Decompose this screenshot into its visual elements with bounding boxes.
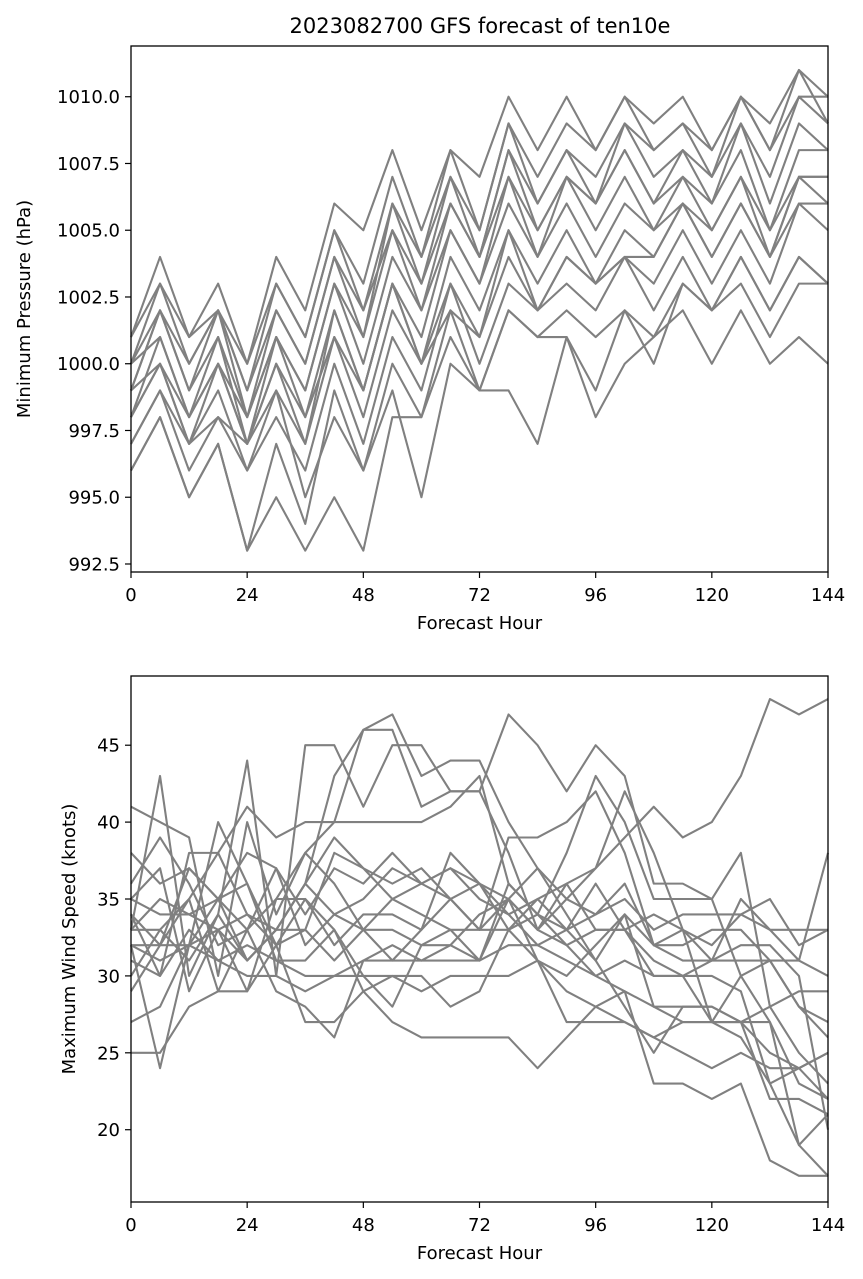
wind-y-tick-label: 20 <box>97 1120 120 1141</box>
wind-y-axis-label: Maximum Wind Speed (knots) <box>59 804 80 1075</box>
pressure-x-tick-label: 144 <box>811 585 845 606</box>
wind-series-group <box>129 698 830 1177</box>
wind-y-tick-label: 45 <box>97 736 120 757</box>
pressure-x-tick-label: 120 <box>695 585 729 606</box>
wind-chart: 0 24 48 72 96 120 144 20 25 30 35 40 45 Forecast Ho… <box>59 675 845 1264</box>
pressure-y-tick-label: 1007.5 <box>57 154 120 175</box>
pressure-x-tick-label: 48 <box>352 585 375 606</box>
wind-x-tick-label: 72 <box>468 1215 491 1236</box>
wind-series-line-13 <box>130 897 828 1177</box>
pressure-series-line-14 <box>130 255 829 499</box>
pressure-y-axis-ticks: 992.5 995.0 997.5 1000.0 1002.5 1005.0 1007.5 1… <box>57 87 131 575</box>
pressure-x-axis-label: Forecast Hour <box>417 613 543 634</box>
pressure-x-tick-label: 0 <box>125 585 136 606</box>
wind-y-axis-ticks: 20 25 30 35 40 45 <box>97 736 131 1141</box>
wind-y-tick-label: 40 <box>97 813 120 834</box>
wind-x-tick-label: 24 <box>236 1215 259 1236</box>
wind-x-axis-ticks: 0 24 48 72 96 120 144 <box>125 1202 845 1236</box>
pressure-x-axis-ticks: 0 24 48 72 96 120 144 <box>125 572 845 606</box>
pressure-y-tick-label: 1000.0 <box>57 354 120 375</box>
pressure-x-tick-label: 96 <box>584 585 607 606</box>
pressure-x-tick-label: 72 <box>468 585 491 606</box>
wind-y-tick-label: 30 <box>97 966 120 987</box>
wind-x-axis-label: Forecast Hour <box>417 1243 543 1264</box>
pressure-series-group <box>130 68 829 552</box>
pressure-series-line-15 <box>130 175 828 419</box>
wind-x-tick-label: 144 <box>811 1215 845 1236</box>
wind-x-tick-label: 96 <box>584 1215 607 1236</box>
pressure-x-tick-label: 24 <box>236 585 259 606</box>
wind-series-line-18 <box>131 790 830 962</box>
pressure-y-tick-label: 1002.5 <box>57 287 120 308</box>
wind-series-line-1 <box>130 698 829 992</box>
pressure-chart: 2023082700 GFS forecast of ten10e 0 24 48 7… <box>14 14 845 634</box>
wind-y-tick-label: 25 <box>97 1043 120 1064</box>
wind-y-tick-label: 35 <box>97 890 120 911</box>
chart-title: 2023082700 GFS forecast of ten10e <box>290 14 671 38</box>
wind-series-line-4 <box>130 774 829 1085</box>
pressure-y-tick-label: 1010.0 <box>57 87 120 108</box>
pressure-plot-frame <box>130 45 829 573</box>
pressure-y-tick-label: 1005.0 <box>57 221 120 242</box>
pressure-y-tick-label: 992.5 <box>68 554 120 575</box>
pressure-y-tick-label: 997.5 <box>68 421 120 442</box>
wind-plot-frame <box>130 675 829 1203</box>
wind-x-tick-label: 48 <box>352 1215 375 1236</box>
wind-series-line-16 <box>130 851 829 1177</box>
wind-x-tick-label: 0 <box>125 1215 136 1236</box>
wind-x-tick-label: 120 <box>695 1215 729 1236</box>
pressure-y-tick-label: 995.0 <box>68 488 120 509</box>
pressure-y-axis-label: Minimum Pressure (hPa) <box>14 200 35 418</box>
